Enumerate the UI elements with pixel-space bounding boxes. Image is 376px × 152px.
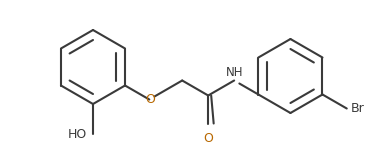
Text: Br: Br <box>351 102 364 115</box>
Text: NH: NH <box>226 66 243 78</box>
Text: O: O <box>203 131 213 145</box>
Text: O: O <box>146 93 155 106</box>
Text: HO: HO <box>68 128 87 142</box>
